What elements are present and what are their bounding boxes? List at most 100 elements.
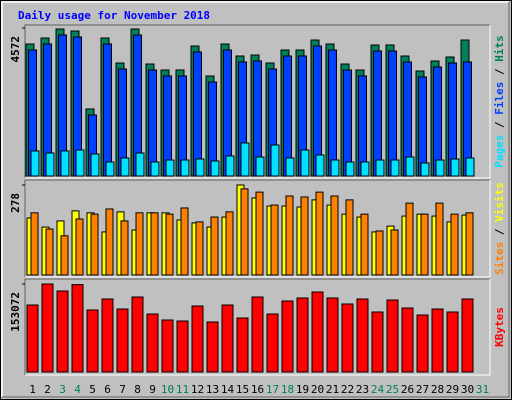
bar [195,221,204,276]
bar [86,309,99,373]
chart-title: Daily usage for November 2018 [18,9,210,22]
panel-edge [24,278,490,375]
bar [45,152,55,177]
x-tick-label: 10 [161,383,174,396]
bar [225,155,235,177]
x-tick-label: 23 [356,383,369,396]
bar [356,298,369,373]
bar [225,211,234,276]
panel-edge [24,24,490,178]
bar [150,161,160,177]
bar [446,311,459,373]
bar [191,305,204,373]
bar [180,159,190,177]
bar [221,304,234,373]
panel-edge [25,279,491,376]
bar [266,313,279,373]
bar [373,50,382,177]
bar [26,304,39,373]
bar [330,159,340,177]
legend-entry: Visits [493,182,506,222]
bar [435,159,445,177]
bar [195,158,205,177]
bar [341,303,354,373]
bar [281,300,294,373]
bar [120,157,130,177]
bar [270,204,279,276]
bar [176,320,189,373]
legend-separator: / [493,228,506,235]
x-tick-label: 5 [89,383,96,396]
bar [240,142,250,177]
legend-entry: Files [493,82,506,115]
bar [358,75,367,177]
x-tick-label: 8 [134,383,141,396]
x-tick-label: 26 [401,383,414,396]
x-tick-label: 17 [266,383,279,396]
bar [390,159,400,177]
legend: Sites / Visits [493,182,506,275]
x-tick-label: 4 [74,383,81,396]
bar [103,43,112,177]
bar [461,298,474,373]
x-tick-label: 1 [29,383,36,396]
x-tick-label: 11 [176,383,189,396]
x-tick-label: 7 [119,383,126,396]
bar [465,157,475,177]
panel-edge [25,180,491,278]
bar [285,195,294,276]
bar [375,230,384,276]
bar [375,159,385,177]
bar [30,150,40,177]
bar [435,202,444,276]
bar [90,153,100,177]
x-tick-label: 28 [431,383,444,396]
x-tick-label: 2 [44,383,51,396]
bar [210,216,219,276]
bar [311,291,324,373]
bar [420,213,429,276]
x-tick-label: 6 [104,383,111,396]
bar [45,228,54,276]
bar [131,296,144,373]
bar [300,196,309,276]
bar [101,298,114,373]
bar [135,212,144,276]
x-tick-label: 16 [251,383,264,396]
x-tick-label: 14 [221,383,235,396]
bar [210,160,220,177]
bar [360,161,370,177]
bar [236,317,249,373]
x-tick-label: 22 [341,383,354,396]
bar [193,51,202,177]
x-tick-label: 12 [191,383,204,396]
bar [148,69,157,177]
bar [60,150,70,177]
x-tick-label: 18 [281,383,294,396]
bar [165,213,174,276]
bar [386,299,399,373]
bar [180,207,189,276]
bar [270,144,280,177]
bar [150,212,159,276]
bar [60,235,69,276]
legend-separator: / [493,68,506,75]
bar [56,290,69,373]
legend: Pages / Files / Hits [493,35,506,168]
bar [315,154,325,177]
x-tick-label: 15 [236,383,249,396]
y-tick-label: 4572 [9,36,22,63]
bar [390,229,399,276]
bar [240,188,249,276]
bar [360,213,369,276]
bar [450,213,459,276]
bar [315,191,324,276]
x-tick-label: 20 [311,383,324,396]
bar [343,69,352,177]
bar [146,313,159,373]
bar [120,220,129,276]
x-tick-label: 9 [149,383,156,396]
bar [330,195,339,276]
bar [75,149,85,177]
